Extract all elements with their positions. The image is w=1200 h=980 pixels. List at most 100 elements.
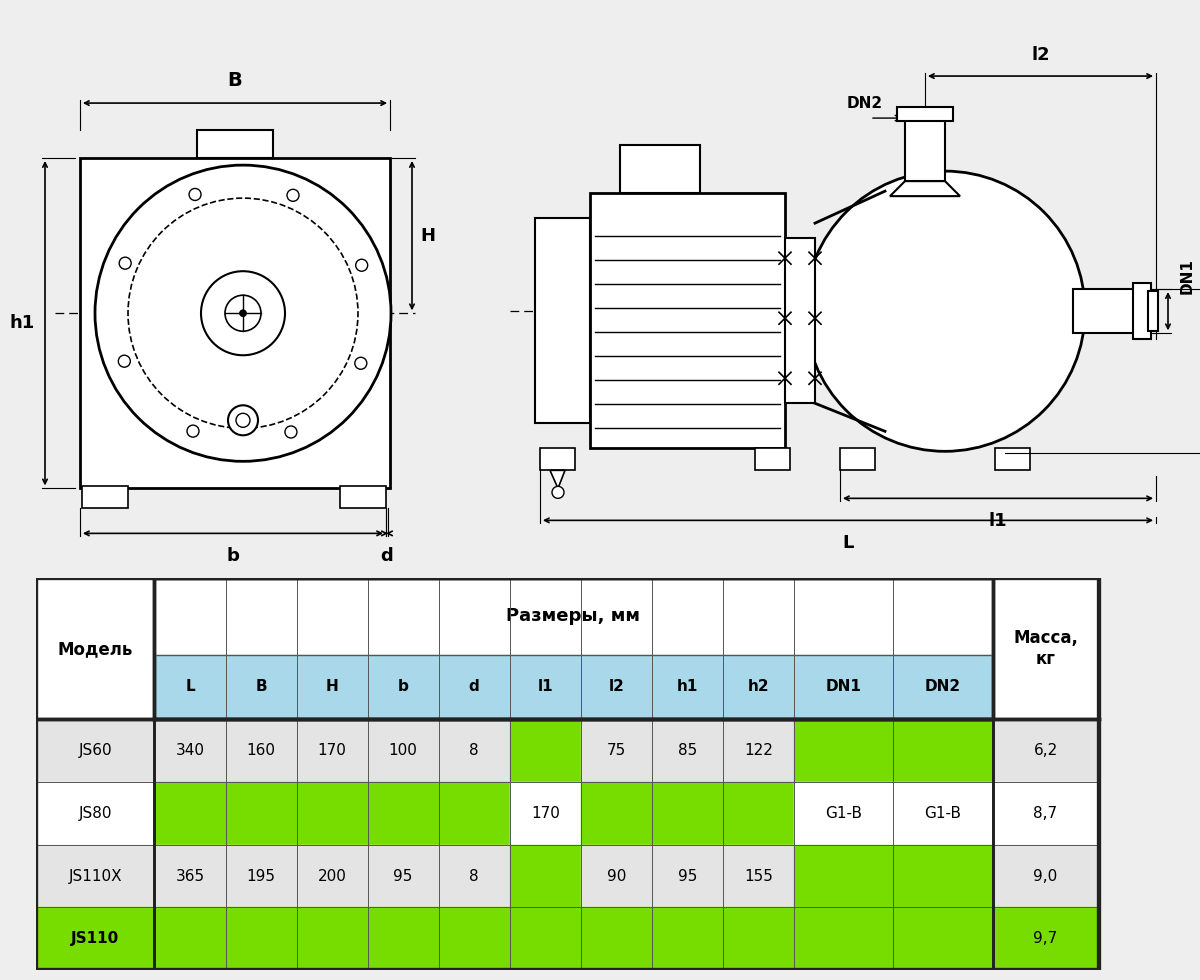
Polygon shape [155,655,226,719]
Polygon shape [296,719,367,782]
Polygon shape [155,907,226,970]
Polygon shape [722,782,794,845]
Text: G1-B: G1-B [924,806,961,821]
Polygon shape [226,655,296,719]
Bar [340,486,386,509]
Text: 90: 90 [607,868,626,884]
Text: 160: 160 [246,743,276,759]
Polygon shape [226,782,296,845]
Text: 95: 95 [394,868,413,884]
Bar [540,448,575,470]
Polygon shape [581,655,652,719]
Circle shape [240,310,246,317]
Text: 365: 365 [175,868,204,884]
Polygon shape [722,907,794,970]
Polygon shape [581,719,652,782]
Polygon shape [226,719,296,782]
Bar [80,158,390,488]
Text: 8,7: 8,7 [1033,806,1057,821]
Text: L: L [185,679,194,695]
Polygon shape [226,907,296,970]
Text: 9,7: 9,7 [1033,931,1057,947]
Polygon shape [226,845,296,907]
Text: b: b [227,548,240,565]
Circle shape [119,257,131,270]
Text: 85: 85 [678,743,697,759]
Text: Масса,
кг: Масса, кг [1013,629,1078,668]
Text: DN2: DN2 [847,96,883,111]
Text: h1: h1 [677,679,698,695]
Circle shape [228,406,258,435]
Polygon shape [296,907,367,970]
Polygon shape [439,719,510,782]
Polygon shape [581,782,652,845]
Polygon shape [794,845,893,907]
Polygon shape [36,578,155,719]
Polygon shape [992,578,1098,719]
Polygon shape [510,907,581,970]
Bar [905,116,946,181]
Text: 9,0: 9,0 [1033,868,1057,884]
Polygon shape [992,845,1098,907]
Text: DN1: DN1 [1180,259,1195,294]
Polygon shape [794,719,893,782]
Text: 195: 195 [246,868,276,884]
Circle shape [236,414,250,427]
Circle shape [284,426,296,438]
Polygon shape [155,782,226,845]
Text: b: b [397,679,409,695]
Bar [898,107,953,122]
Bar [535,219,590,423]
Text: 8: 8 [469,868,479,884]
Polygon shape [296,845,367,907]
Bar [1133,283,1151,339]
Text: H: H [325,679,338,695]
Text: 155: 155 [744,868,773,884]
Polygon shape [36,845,155,907]
Bar [995,448,1030,470]
Text: 8: 8 [469,743,479,759]
Text: H: H [420,226,436,245]
Text: B: B [228,72,242,90]
Polygon shape [722,845,794,907]
Polygon shape [367,845,439,907]
Text: JS80: JS80 [78,806,112,821]
Text: JS110X: JS110X [68,868,122,884]
Polygon shape [296,655,367,719]
Circle shape [119,355,131,368]
Polygon shape [652,719,722,782]
Circle shape [355,260,367,271]
Circle shape [226,295,262,331]
Polygon shape [581,845,652,907]
Bar [1073,289,1138,333]
Text: DN2: DN2 [925,679,961,695]
Polygon shape [155,719,226,782]
Text: 122: 122 [744,743,773,759]
Circle shape [552,486,564,499]
Polygon shape [510,845,581,907]
Polygon shape [722,719,794,782]
Polygon shape [296,782,367,845]
Polygon shape [722,655,794,719]
Polygon shape [893,845,992,907]
Text: h2: h2 [748,679,769,695]
Polygon shape [992,907,1098,970]
Text: L: L [842,534,853,553]
Polygon shape [510,782,581,845]
Circle shape [190,188,202,201]
Circle shape [355,358,367,369]
Bar [785,238,815,404]
Text: 95: 95 [678,868,697,884]
Polygon shape [893,782,992,845]
Polygon shape [36,907,155,970]
Polygon shape [992,719,1098,782]
Polygon shape [550,470,565,488]
Polygon shape [890,181,960,196]
Ellipse shape [805,172,1085,452]
Polygon shape [367,655,439,719]
Polygon shape [893,907,992,970]
Text: 170: 170 [318,743,347,759]
Text: Размеры, мм: Размеры, мм [506,608,641,625]
Polygon shape [652,907,722,970]
Text: 170: 170 [530,806,559,821]
